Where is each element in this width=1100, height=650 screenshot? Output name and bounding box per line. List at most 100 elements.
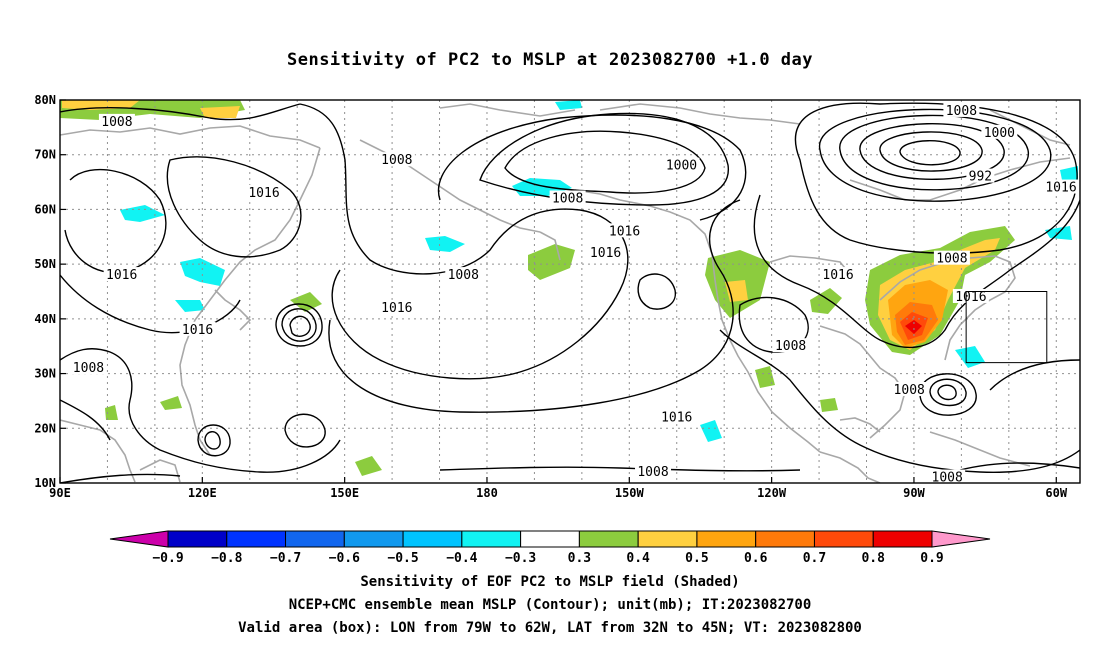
shade-patch — [820, 398, 838, 412]
shade-patch — [180, 258, 225, 286]
colorbar-tick-label: −0.3 — [505, 551, 536, 566]
shade-patch — [955, 346, 985, 368]
contour-label-bg — [587, 245, 624, 260]
coastline — [819, 325, 906, 439]
contour-line — [719, 329, 1080, 473]
contour-line — [794, 102, 1078, 254]
contour-line — [60, 473, 181, 483]
contour-label-bg — [103, 267, 140, 282]
contour-label: 1008 — [73, 361, 104, 376]
colorbar-tick-label: −0.9 — [152, 551, 183, 566]
contour-label-bg — [445, 267, 482, 282]
contour-label-bg — [943, 102, 980, 117]
contour-line — [60, 348, 341, 473]
contour-line — [479, 112, 729, 206]
colorbar-tick-label: −0.8 — [211, 551, 242, 566]
map-area: 1008 1008 1016 1000 1008 1016 1016 1008 1016 1016… — [60, 100, 1080, 486]
contour-label-bg — [663, 157, 700, 172]
colorbar-tick-label: 0.5 — [685, 551, 708, 566]
colorbar-segment — [578, 530, 639, 548]
coastline — [849, 157, 1071, 201]
contour-line — [819, 108, 1052, 202]
contour-label-bg — [98, 113, 135, 128]
colorbar-tick-label: 0.4 — [626, 551, 650, 566]
contour-line — [299, 103, 629, 380]
contour-line — [919, 373, 977, 416]
colorbar-tick-label: 0.7 — [803, 551, 826, 566]
contour-line — [60, 103, 301, 121]
coastline — [599, 103, 801, 125]
contour-label: 1008 — [448, 268, 479, 283]
x-tick-label: 150W — [615, 486, 645, 500]
x-tick-label: 120W — [757, 486, 787, 500]
contour-line — [204, 431, 221, 450]
coastline — [819, 451, 881, 483]
colorbar-tick-label: −0.6 — [329, 551, 360, 566]
shade-patch — [1060, 166, 1078, 182]
contour-line — [879, 131, 983, 172]
contour-label: 1016 — [609, 224, 640, 239]
page-title: Sensitivity of PC2 to MSLP at 2023082700… — [286, 50, 813, 70]
colorbar-segment — [520, 530, 580, 548]
colorbar-tick-label: 0.3 — [568, 551, 591, 566]
contour-line — [60, 399, 111, 441]
shade-patch — [700, 420, 722, 442]
coastline — [769, 255, 851, 275]
x-tick-label: 90E — [49, 486, 71, 500]
contour-label-bg — [933, 250, 970, 265]
contour-line — [439, 466, 801, 472]
contour-label-bg — [981, 124, 1018, 139]
colorbar-segment — [461, 530, 522, 548]
coastline — [439, 103, 576, 117]
shade-patch — [755, 366, 775, 388]
contour-line — [839, 114, 1029, 191]
colorbar-max-arrow — [931, 530, 991, 548]
colorbar-segment — [402, 530, 463, 548]
contour-line — [959, 462, 1080, 471]
colorbar-tick-label: 0.8 — [861, 551, 885, 566]
contour-line — [753, 194, 1080, 349]
contour-line — [64, 168, 167, 274]
contour-line — [637, 273, 676, 310]
contour-label: 1016 — [590, 246, 621, 261]
coastline — [214, 289, 252, 331]
contour-label: 1016 — [381, 301, 412, 316]
y-tick-label: 30N — [34, 367, 56, 381]
contour-label: 1016 — [182, 323, 213, 338]
coastline — [539, 231, 561, 261]
contour-label: 1008 — [381, 153, 412, 168]
contour-line — [328, 199, 741, 413]
y-tick-label: 60N — [34, 202, 56, 216]
colorbar — [109, 530, 991, 548]
mslp-contours — [60, 102, 1080, 483]
contour-line — [937, 384, 957, 401]
contour-line — [166, 156, 302, 258]
contour-label-bg — [70, 360, 107, 375]
caption-shading: Sensitivity of EOF PC2 to MSLP field (Sh… — [360, 574, 740, 590]
contour-labels: 1008 1008 1016 1000 1008 1016 1016 1008 1016 1016… — [70, 102, 1080, 486]
shade-patch — [905, 320, 922, 334]
contour-label: 1016 — [106, 268, 137, 283]
shade-patch — [355, 456, 382, 476]
colorbar-tick-label: −0.4 — [446, 551, 477, 566]
colorbar-tick-labels: −0.9 −0.8 −0.7 −0.6 −0.5 −0.4 −0.3 0.3 0.4 0.5 0.6… — [152, 551, 943, 566]
contour-label: 1008 — [932, 471, 963, 486]
contour-label-bg — [772, 338, 809, 353]
y-tick-label: 40N — [34, 312, 56, 326]
y-tick-label: 20N — [34, 421, 56, 435]
shade-patch — [725, 280, 748, 302]
contour-label-bg — [246, 185, 282, 200]
contour-label-bg — [1043, 179, 1080, 194]
shade-patch — [120, 205, 165, 222]
contour-label-bg — [929, 469, 966, 483]
colorbar-segment — [343, 530, 404, 548]
contour-label: 1008 — [946, 104, 977, 119]
sensitivity-shading — [60, 100, 1078, 476]
contour-label-bg — [658, 409, 695, 424]
contour-label: 1016 — [661, 410, 692, 425]
contour-label-bg — [635, 464, 672, 479]
contour-line — [197, 424, 231, 457]
contour-label-bg — [378, 152, 415, 167]
colorbar-min-arrow — [109, 530, 169, 548]
colorbar-segment — [755, 530, 815, 548]
